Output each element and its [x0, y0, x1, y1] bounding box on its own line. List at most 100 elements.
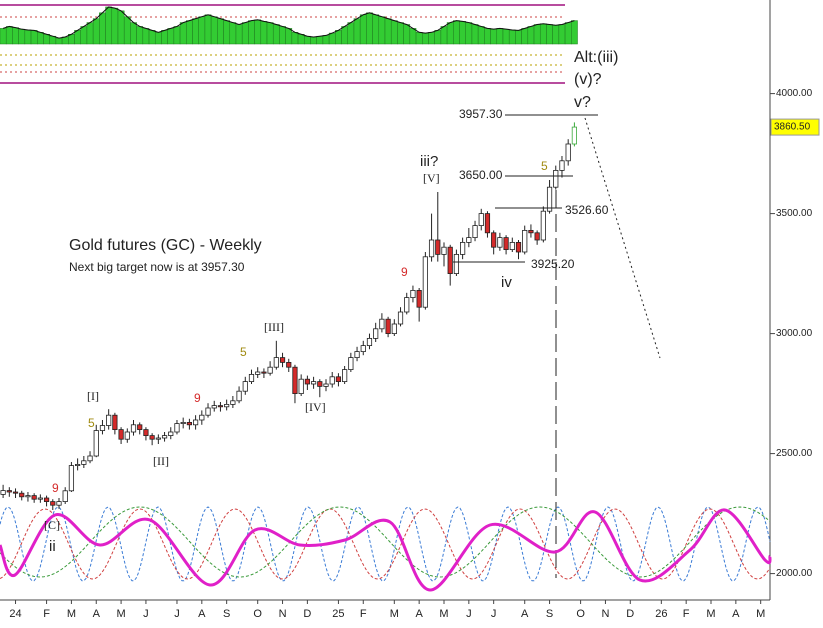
- indicator-bar: [179, 22, 187, 45]
- indicator-bar: [99, 12, 106, 45]
- indicator-bar: [123, 16, 131, 45]
- indicator-bar: [465, 22, 473, 45]
- y-tick-label: 2000.00: [776, 568, 813, 579]
- indicator-bar: [571, 20, 578, 45]
- indicator-bar: [105, 6, 113, 45]
- projection-line: [584, 117, 661, 359]
- candle-body: [565, 143, 571, 162]
- candle-body: [348, 357, 354, 371]
- candle-body: [168, 431, 174, 436]
- candle-body: [149, 435, 155, 440]
- indicator-bar: [316, 35, 324, 45]
- annotation: iii?: [420, 153, 438, 170]
- candle-body: [546, 186, 553, 212]
- annotation: 5: [541, 159, 548, 173]
- y-tick-label: 3500.00: [776, 208, 813, 219]
- indicator-bar: [397, 22, 404, 45]
- x-tick-label: M: [117, 608, 126, 620]
- candle-body: [472, 225, 478, 239]
- indicator-bar: [260, 21, 268, 45]
- annotation: 9: [194, 391, 201, 405]
- candle-body: [298, 378, 304, 395]
- x-tick-label: M: [67, 608, 76, 620]
- candle-body: [497, 237, 503, 248]
- candle-body: [99, 425, 106, 431]
- candle-body: [335, 376, 342, 382]
- indicator-bar: [508, 29, 516, 45]
- annotation: 3526.60: [565, 203, 609, 217]
- indicator-bar: [279, 26, 286, 45]
- indicator-bar: [471, 24, 479, 45]
- candle-body: [143, 429, 149, 437]
- indicator-bar: [390, 20, 398, 45]
- indicator-bar: [204, 14, 212, 45]
- candle-body: [236, 390, 242, 402]
- last-price-label: 3860.50: [774, 122, 811, 133]
- x-tick-label: 26: [655, 608, 667, 620]
- candle-body: [435, 239, 441, 255]
- candle-body: [25, 495, 31, 498]
- x-tick-label: D: [626, 608, 634, 620]
- x-tick-label: A: [198, 608, 206, 620]
- indicator-bar: [422, 32, 429, 45]
- x-tick-label: N: [279, 608, 287, 620]
- indicator-bar: [372, 14, 380, 45]
- x-tick-label: S: [546, 608, 553, 620]
- indicator-bar: [61, 36, 69, 45]
- x-tick-label: M: [706, 608, 715, 620]
- annotation: (v)?: [574, 71, 602, 88]
- indicator-bar: [210, 16, 218, 45]
- candle-body: [342, 369, 348, 383]
- indicator-bar: [502, 28, 510, 45]
- indicator-bar: [322, 35, 330, 45]
- x-tick-label: 24: [9, 608, 21, 620]
- x-tick-label: O: [576, 608, 585, 620]
- annotation: [III]: [264, 320, 284, 334]
- candle-body: [515, 241, 522, 253]
- indicator-bar: [266, 22, 274, 45]
- composite-cycle: [0, 508, 772, 592]
- indicator-bar: [0, 28, 7, 45]
- chart-subtitle: Next big target now is at 3957.30: [69, 260, 245, 274]
- indicator-bar: [297, 34, 305, 45]
- candle-body: [106, 414, 112, 426]
- candle-body: [379, 318, 385, 330]
- candle-body: [193, 419, 199, 426]
- candle-body: [286, 361, 292, 368]
- x-tick-label: O: [253, 608, 262, 620]
- annotation: [V]: [423, 171, 440, 185]
- candle-body: [503, 237, 509, 251]
- indicator-bar: [186, 20, 193, 45]
- indicator-bar: [366, 12, 373, 45]
- x-tick-label: J: [491, 608, 497, 620]
- x-tick-label: S: [223, 608, 230, 620]
- candle-body: [491, 232, 497, 248]
- candle-body: [534, 232, 540, 241]
- indicator-bar: [55, 37, 63, 45]
- indicator-bar: [37, 32, 44, 45]
- candle-body: [466, 237, 472, 243]
- candle-body: [553, 169, 559, 188]
- indicator-bar: [18, 28, 26, 45]
- cycle-wave: [0, 506, 771, 582]
- candle-body: [323, 383, 329, 387]
- indicator-bar: [515, 30, 522, 45]
- candle-body: [155, 437, 161, 440]
- cycle-wave: [0, 508, 771, 580]
- indicator-bar: [86, 22, 94, 45]
- x-tick-label: J: [174, 608, 180, 620]
- candle-body: [441, 246, 447, 255]
- candle-body: [6, 490, 12, 493]
- candle-body: [50, 501, 56, 506]
- y-tick-label: 3000.00: [776, 328, 813, 339]
- indicator-bar: [304, 35, 311, 45]
- indicator-bar: [217, 18, 224, 45]
- indicator-bar: [272, 24, 280, 45]
- indicator-bar: [142, 28, 150, 45]
- x-tick-label: A: [521, 608, 529, 620]
- indicator-bar: [111, 7, 119, 45]
- annotation: [IV]: [305, 400, 326, 414]
- annotation: Alt:(iii): [574, 49, 618, 66]
